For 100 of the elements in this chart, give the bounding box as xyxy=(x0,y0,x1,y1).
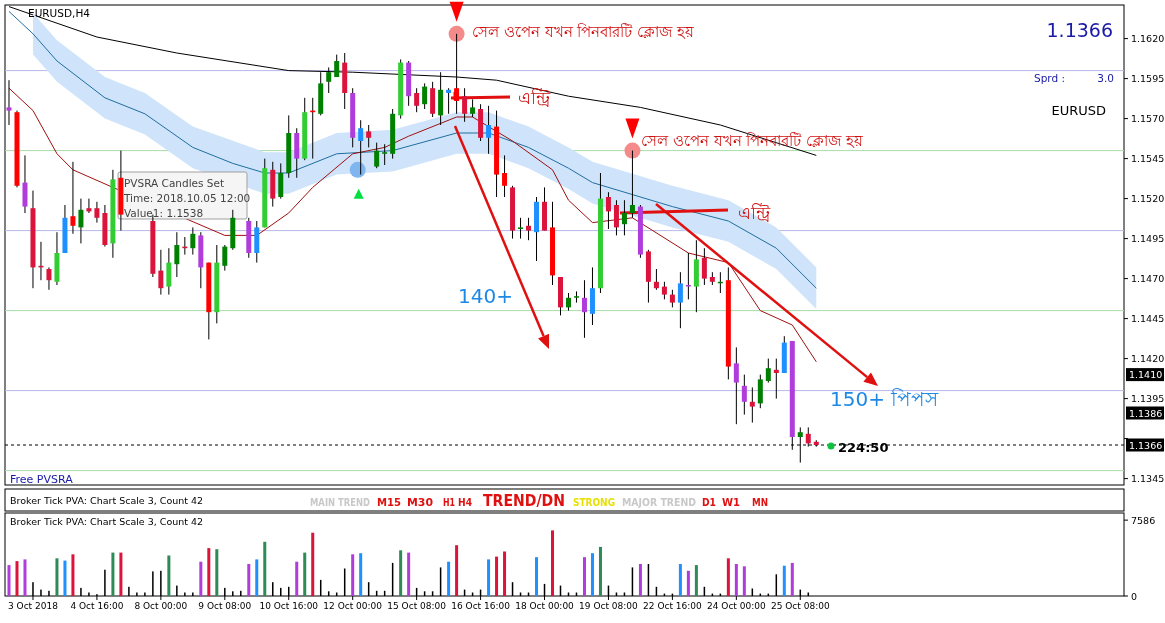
annotation: Sprd : xyxy=(1034,72,1066,84)
text: MN xyxy=(752,496,773,509)
bar xyxy=(71,554,75,596)
annotation: Free PVSRA xyxy=(10,473,74,486)
bar xyxy=(742,566,746,596)
bar xyxy=(167,555,171,596)
text: M30 xyxy=(407,496,434,509)
x-tick-label: 4 Oct 16:00 xyxy=(70,601,124,611)
bar xyxy=(247,564,251,596)
x-tick-label: 24 Oct 00:00 xyxy=(707,601,766,611)
annotation: 1.1410 xyxy=(1129,369,1163,381)
x-tick-label: 25 Oct 08:00 xyxy=(770,601,830,611)
candlestick xyxy=(326,66,332,94)
bar xyxy=(119,552,123,596)
bar xyxy=(686,570,690,596)
bar xyxy=(790,562,794,596)
candlestick xyxy=(573,290,579,304)
annotation: EURUSD xyxy=(1051,103,1106,118)
candlestick xyxy=(613,199,619,236)
candlestick xyxy=(446,87,452,115)
bar xyxy=(455,545,459,596)
candlestick xyxy=(374,142,380,169)
candlestick xyxy=(358,119,364,176)
bar xyxy=(551,530,555,596)
candlestick xyxy=(462,87,468,123)
bar xyxy=(535,557,539,596)
bar xyxy=(111,552,115,596)
x-tick-label: 8 Oct 00:00 xyxy=(134,601,188,611)
annotation: এন্ট্রি xyxy=(738,203,771,223)
x-tick-label: 19 Oct 08:00 xyxy=(579,601,639,611)
text: H4 xyxy=(458,496,475,509)
bar xyxy=(23,559,27,596)
x-tick-label: 22 Oct 16:00 xyxy=(643,601,703,611)
candlestick xyxy=(757,374,763,409)
bar xyxy=(351,554,355,596)
candlestick xyxy=(222,244,228,272)
candlestick xyxy=(190,226,196,256)
bar xyxy=(734,564,738,596)
candlestick xyxy=(414,87,420,113)
candlestick xyxy=(765,358,771,384)
y-tick-label: 1.1570 xyxy=(1131,113,1165,125)
y-tick-label: 0 xyxy=(1131,590,1138,602)
candlestick xyxy=(22,154,28,214)
text: W1 xyxy=(722,496,742,509)
candlestick xyxy=(701,247,707,286)
bar xyxy=(215,549,219,596)
bar xyxy=(726,558,730,596)
annotation: সেল ওপেন যখন পিনবারটি ক্লোজ হয় xyxy=(472,23,695,41)
annotation: 3.0 xyxy=(1097,72,1114,84)
x-tick-label: 12 Oct 00:00 xyxy=(323,601,383,611)
candlestick xyxy=(621,199,627,236)
x-tick-label: 9 Oct 08:00 xyxy=(198,601,252,611)
y-tick-label: 1.1520 xyxy=(1131,193,1165,205)
y-tick-label: 1.1470 xyxy=(1131,273,1165,285)
candlestick xyxy=(366,124,372,148)
bar xyxy=(263,541,267,596)
candlestick xyxy=(526,217,532,241)
annotation: 1.1386 xyxy=(1129,407,1163,419)
x-tick-label: 3 Oct 2018 xyxy=(8,601,59,611)
candlestick xyxy=(581,279,587,339)
text: D1 xyxy=(702,496,719,509)
y-tick-label: 1.1495 xyxy=(1131,233,1165,245)
bar xyxy=(303,552,307,596)
candlestick xyxy=(629,150,635,219)
candlestick xyxy=(278,162,284,200)
bar xyxy=(63,560,67,596)
candlestick xyxy=(158,249,164,296)
candlestick xyxy=(70,161,76,235)
candlestick xyxy=(78,198,84,244)
bar xyxy=(15,561,19,596)
text: Broker Tick PVA: Chart Scale 3, Count 42 xyxy=(10,495,204,506)
annotation: 150+ পিপস xyxy=(830,387,940,411)
x-tick-label: 16 Oct 16:00 xyxy=(451,601,511,611)
y-tick-label: 7586 xyxy=(1131,514,1156,526)
candlestick xyxy=(741,374,747,416)
candlestick xyxy=(749,386,755,424)
bar xyxy=(694,565,698,596)
bar xyxy=(447,561,451,596)
candlestick xyxy=(174,231,180,278)
y-tick-label: 1.1620 xyxy=(1131,33,1165,45)
chart-title: Broker Tick PVA: Chart Scale 3, Count 42 xyxy=(10,516,204,527)
candlestick xyxy=(518,217,524,240)
x-tick-label: 15 Oct 08:00 xyxy=(387,601,447,611)
text: TREND/DN xyxy=(483,492,571,510)
annotation: এন্ট্রি xyxy=(518,88,551,108)
bar xyxy=(495,556,499,596)
bar xyxy=(55,558,59,596)
bar xyxy=(207,548,211,596)
text: M15 xyxy=(377,496,404,509)
bar xyxy=(311,532,315,596)
bar xyxy=(582,557,586,596)
candlestick xyxy=(605,191,611,230)
bar xyxy=(487,559,491,596)
candlestick xyxy=(685,252,691,300)
bar xyxy=(503,551,507,596)
candlestick xyxy=(422,82,428,110)
y-tick-label: 1.1595 xyxy=(1131,73,1165,85)
candlestick xyxy=(166,247,172,296)
chart-title: EURUSD,H4 xyxy=(28,7,91,19)
bar xyxy=(255,559,259,596)
